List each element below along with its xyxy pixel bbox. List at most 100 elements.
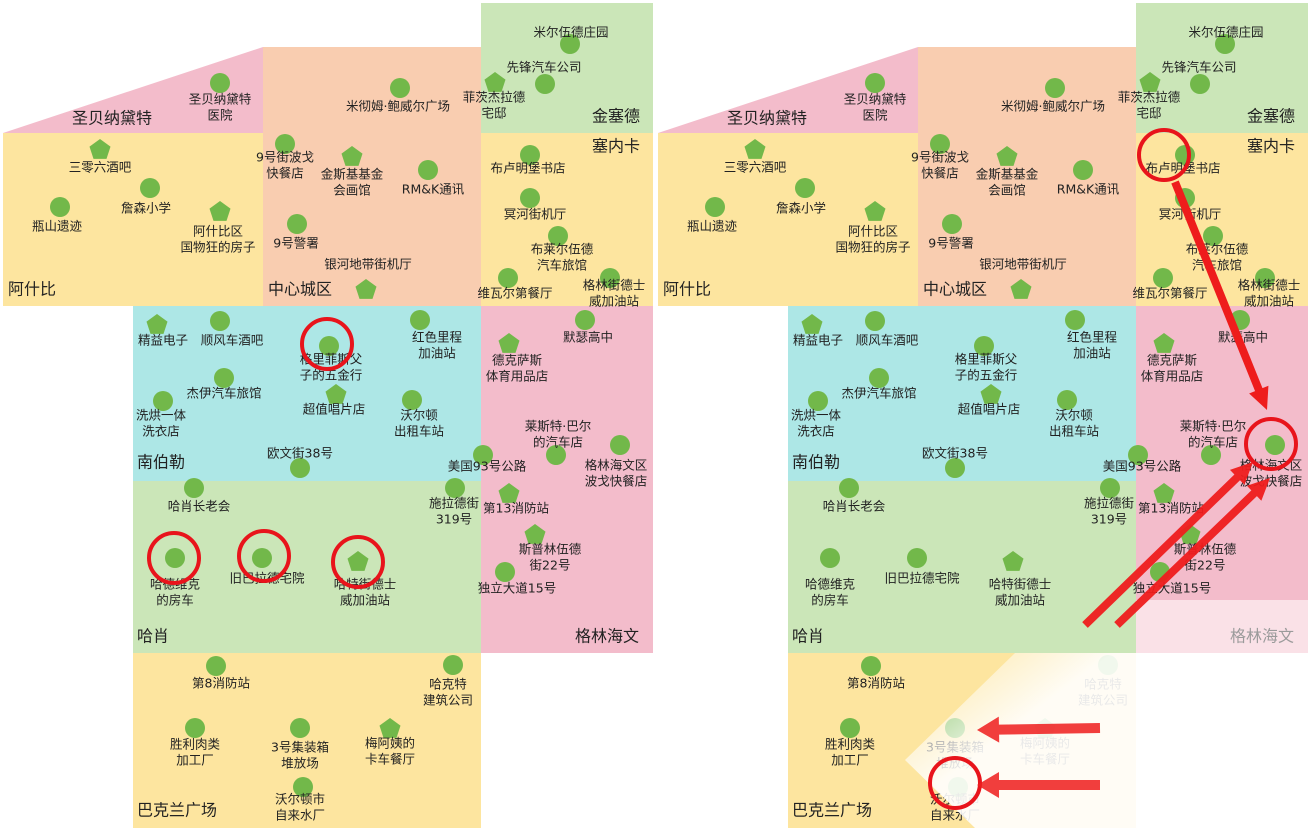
poi-marker: [520, 145, 540, 165]
district-label: 圣贝纳黛特: [72, 109, 152, 128]
poi-label: 瓶山遗迹: [687, 219, 738, 234]
poi-marker: [942, 214, 962, 234]
poi-marker: [546, 445, 566, 465]
poi-label: 的房车: [156, 593, 194, 608]
poi-marker: [347, 551, 369, 571]
poi-label: 宅邸: [481, 106, 506, 121]
district-label: 塞内卡: [592, 137, 640, 156]
arrow: [1082, 462, 1253, 628]
poi-marker: [560, 34, 580, 54]
poi-label: 杰伊汽车旅馆: [841, 386, 916, 401]
poi-label: 米彻姆·鲍威尔广场: [346, 99, 450, 114]
poi-label: 詹森小学: [121, 201, 171, 216]
poi-label: 9号街波戈: [911, 150, 969, 165]
poi-label: 汽车旅馆: [537, 258, 587, 273]
poi-label: 洗衣店: [142, 424, 180, 439]
poi-marker: [1073, 160, 1093, 180]
poi-label: 第13消防站: [1138, 501, 1204, 516]
poi-label: 威加油站: [340, 593, 390, 608]
poi-label: 斯普林伍德: [519, 542, 582, 557]
poi-marker: [535, 74, 555, 94]
poi-label: 加油站: [418, 346, 456, 361]
poi-marker: [1002, 551, 1024, 571]
poi-marker: [473, 445, 493, 465]
district-label: 圣贝纳黛特: [727, 109, 807, 128]
district-label: 南伯勒: [137, 453, 185, 472]
poi-label: 加工厂: [176, 753, 214, 768]
arrow: [977, 772, 1100, 798]
poi-label: 米尔伍德庄园: [533, 25, 608, 40]
poi-label: 布莱尔伍德: [1186, 242, 1249, 257]
poi-label: 梅阿姨的: [365, 736, 415, 751]
poi-label: 汽车旅馆: [1192, 258, 1242, 273]
poi-label: 卡车餐厅: [365, 752, 415, 767]
poi-marker: [146, 314, 168, 334]
poi-marker: [744, 139, 766, 159]
poi-label: 威加油站: [995, 593, 1045, 608]
poi-marker: [445, 478, 465, 498]
district-area: [3, 47, 263, 133]
arrow: [1114, 478, 1270, 628]
poi-label: 布卢明堡书店: [490, 161, 565, 176]
poi-label: 沃尔顿: [400, 408, 438, 423]
poi-marker: [1045, 78, 1065, 98]
poi-marker: [290, 718, 310, 738]
poi-label: 顺风车酒吧: [856, 333, 919, 348]
district-area: [133, 481, 481, 653]
poi-marker: [379, 718, 401, 738]
poi-label: 默瑟高中: [1218, 330, 1268, 345]
highlight-ring: [147, 531, 201, 585]
poi-marker: [214, 368, 234, 388]
poi-label: 施拉德街: [429, 496, 479, 511]
district-area: [133, 306, 481, 481]
district-area: [1136, 3, 1308, 133]
poi-label: 哈克特: [429, 677, 467, 692]
highlight-ring: [1244, 417, 1298, 471]
poi-marker: [355, 279, 377, 299]
poi-label: 加工厂: [831, 753, 869, 768]
poi-marker: [1265, 435, 1285, 455]
poi-label: 加油站: [1073, 346, 1111, 361]
poi-label: 会画馆: [333, 183, 371, 198]
poi-marker: [575, 310, 595, 330]
district-label: 中心城区: [923, 280, 987, 299]
poi-label: 洗烘一体: [791, 408, 842, 423]
poi-label: 美国93号公路: [1103, 459, 1182, 474]
poi-marker: [89, 139, 111, 159]
poi-marker: [319, 336, 339, 356]
poi-marker: [520, 188, 540, 208]
poi-label: 会画馆: [988, 183, 1026, 198]
poi-label: 街22号: [1185, 558, 1226, 573]
district-label: 中心城区: [268, 280, 332, 299]
poi-label: 快餐店: [266, 166, 304, 181]
arrow: [977, 716, 1101, 743]
poi-marker: [705, 197, 725, 217]
poi-label: 银河地带街机厅: [324, 257, 412, 272]
poi-label: 哈肖长老会: [168, 499, 231, 514]
poi-marker: [210, 311, 230, 331]
poi-label: 胜利肉类: [170, 737, 221, 752]
poi-label: 格林海文区: [585, 458, 648, 473]
district-area: [481, 306, 653, 653]
poi-marker: [1139, 72, 1161, 92]
poi-label: RM&K通讯: [1057, 182, 1120, 197]
poi-label: 格里菲斯父: [300, 352, 363, 367]
poi-label: 默瑟高中: [563, 330, 613, 345]
poi-marker: [443, 655, 463, 675]
poi-label: 红色里程: [412, 330, 463, 345]
poi-label: 独立大道15号: [478, 581, 556, 596]
district-area: [658, 133, 918, 306]
poi-label: 超值唱片店: [303, 402, 366, 417]
poi-marker: [252, 548, 272, 568]
poi-label: 国物狂的房子: [180, 240, 255, 255]
poi-marker: [209, 201, 231, 221]
district-label: 格林海文: [575, 627, 639, 646]
district-area: [918, 47, 1136, 306]
poi-label: 欧文街38号: [922, 446, 988, 461]
poi-label: 德克萨斯: [492, 353, 542, 368]
poi-label: 子的五金行: [300, 368, 363, 383]
poi-marker: [1201, 445, 1221, 465]
poi-label: 319号: [436, 512, 472, 527]
poi-label: 的房车: [811, 593, 849, 608]
poi-label: 金斯基基金: [976, 167, 1039, 182]
